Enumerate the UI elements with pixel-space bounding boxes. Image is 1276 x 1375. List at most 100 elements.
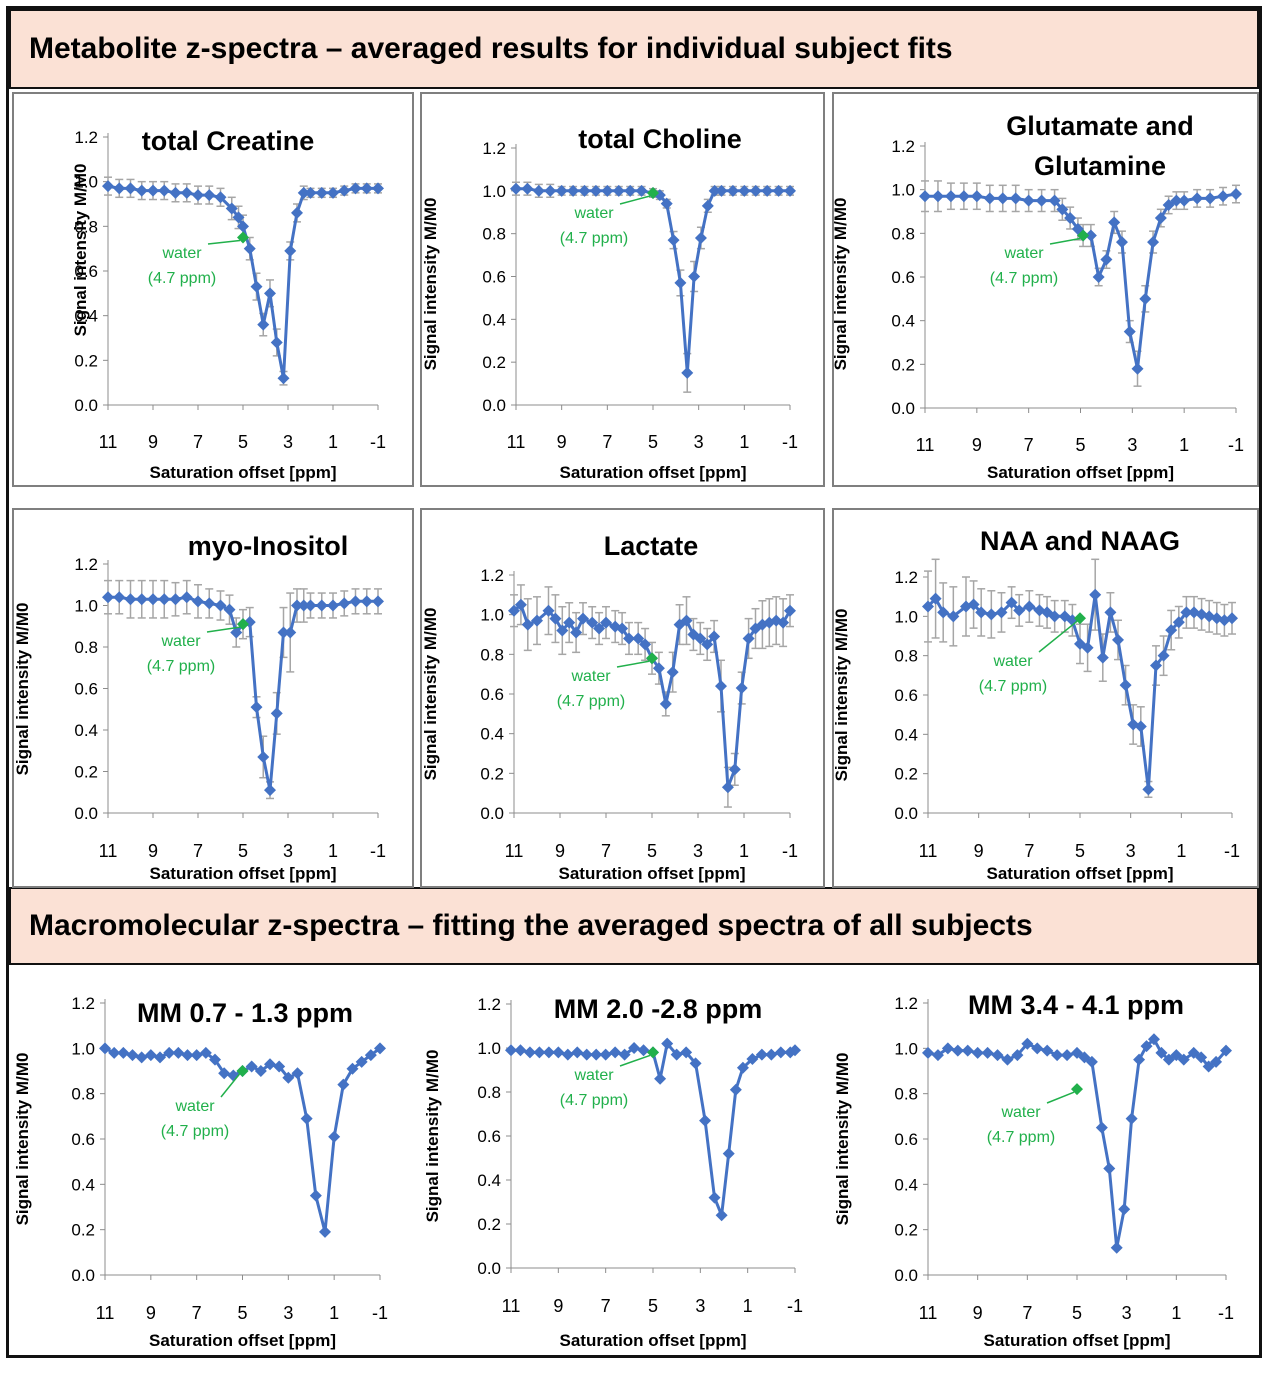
data-point [327,186,339,199]
x-tick-label: 1 [739,432,749,452]
x-tick-label: -1 [1218,1303,1234,1323]
x-tick-label: 5 [238,432,248,452]
data-point [214,191,227,204]
data-point [612,184,625,197]
data-point [355,1055,368,1068]
data-point [282,1071,295,1084]
x-axis-label: Saturation offset [ppm] [150,864,337,883]
data-point [1178,194,1191,207]
data-point [1095,1121,1108,1134]
y-tick-label: 0.6 [482,268,506,287]
data-point [542,604,555,617]
water-ppm-label: (4.7 ppm) [161,1123,229,1140]
data-point [580,1048,593,1061]
y-tick-label: 1.0 [477,1039,501,1058]
data-point [521,182,534,195]
water-label: water [174,1098,215,1115]
water-point [237,618,249,631]
x-tick-label: 5 [647,841,657,861]
x-tick-label: -1 [1228,435,1244,455]
x-tick-label: 3 [1127,435,1137,455]
y-tick-label: 0.4 [74,307,98,326]
x-tick-label: 9 [148,432,158,452]
data-point [117,1046,130,1059]
x-tick-label: 1 [328,841,338,861]
macromolecular-header: Macromolecular z-spectra – fitting the a… [9,887,1259,965]
data-point [577,612,589,625]
chart-title: myo-Inositol [188,531,349,561]
x-tick-label: 7 [1022,1303,1032,1323]
data-point [701,638,714,651]
data-point [180,186,193,199]
x-axis-label: Saturation offset [ppm] [987,463,1174,482]
data-point [514,598,527,611]
water-label: water [573,1067,614,1084]
data-point [600,616,612,629]
y-tick-label: 0.4 [477,1171,501,1190]
y-tick-label: 0.2 [894,765,918,784]
y-tick-label: 0.6 [477,1127,501,1146]
x-tick-label: -1 [372,1303,388,1323]
y-tick-label: 1.0 [891,181,915,200]
data-point [970,190,983,203]
data-point [1048,610,1061,623]
data-point [761,184,774,197]
data-point [1147,236,1160,249]
data-point [1005,596,1018,609]
data-point [777,616,790,629]
data-point [99,1042,111,1055]
data-point [1021,1037,1034,1050]
y-tick-label: 0.2 [71,1221,95,1240]
x-tick-label: 11 [507,432,526,452]
water-label: water [160,633,201,650]
data-point [971,1046,984,1059]
data-point [270,707,283,720]
data-point [1230,188,1242,201]
data-point [273,1060,286,1073]
x-tick-label: 7 [602,432,612,452]
data-point [544,184,557,197]
data-point [1092,271,1105,283]
data-point [531,614,543,627]
data-point [1061,1049,1074,1062]
y-tick-label: 0.0 [477,1259,501,1278]
data-point [1056,203,1069,216]
data-point [319,1225,331,1238]
data-point [941,1042,954,1055]
data-point [1204,192,1217,205]
water-label: water [573,205,614,222]
data-point [635,184,648,197]
y-tick-label: 0.0 [74,804,98,823]
data-point [1119,679,1132,692]
data-point [667,234,680,247]
data-point [257,750,270,763]
data-point [652,662,665,675]
water-leader-line [616,660,650,668]
data-point [708,1191,721,1204]
y-tick-label: 0.4 [891,312,915,331]
x-tick-label: 5 [1075,841,1085,861]
data-point [995,606,1008,619]
data-point [124,593,137,606]
y-axis-label: Signal intensity M/M0 [13,1053,32,1226]
data-point [996,192,1009,205]
data-point [1123,325,1136,338]
series-line [925,192,1237,371]
data-point [360,595,373,608]
y-tick-label: 1.0 [482,182,506,201]
data-point [586,616,599,629]
data-point [922,1046,934,1059]
data-point [284,626,297,639]
data-point [257,318,270,331]
data-point [1170,194,1183,207]
y-tick-label: 0.8 [74,217,98,236]
x-tick-label: 11 [916,435,935,455]
y-tick-label: 0.4 [894,725,918,744]
x-tick-label: 5 [237,1303,247,1323]
data-point [309,1189,322,1202]
x-tick-label: -1 [370,841,386,861]
water-label: water [161,245,202,262]
y-tick-label: 1.0 [71,1039,95,1058]
data-point [616,622,629,635]
y-tick-label: 0.6 [71,1130,95,1149]
